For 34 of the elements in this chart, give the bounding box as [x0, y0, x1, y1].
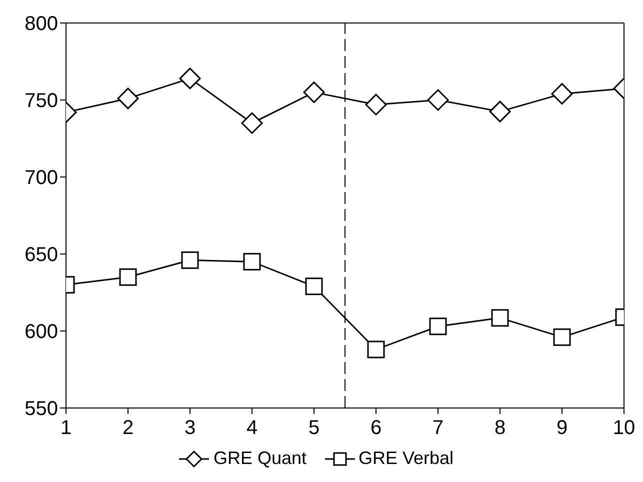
point [303, 82, 325, 104]
point [365, 94, 387, 116]
x-tick-label: 1 [60, 417, 72, 440]
y-tick-label: 800 [24, 13, 58, 36]
legend-label: GRE Verbal [358, 448, 454, 469]
x-tick-label: 10 [612, 417, 636, 440]
point [553, 328, 571, 346]
point [551, 83, 573, 105]
y-tick-label: 650 [24, 244, 58, 266]
x-tick-label: 7 [432, 417, 444, 440]
legend-label: GRE Quant [213, 448, 306, 469]
point [489, 100, 511, 122]
x-tick-label: 5 [308, 417, 320, 440]
point [243, 252, 261, 270]
point [181, 251, 199, 269]
x-tick-label: 4 [246, 417, 258, 440]
x-tick-label: 9 [556, 417, 568, 440]
point [305, 278, 323, 296]
x-tick-label: 8 [494, 417, 506, 440]
point [491, 309, 509, 327]
point [367, 340, 385, 358]
y-tick-label: 550 [24, 398, 58, 420]
point [179, 68, 201, 90]
x-tick-label: 3 [184, 417, 196, 440]
x-tick-label: 2 [122, 417, 134, 440]
point [427, 89, 449, 111]
point [241, 112, 263, 134]
point [117, 88, 139, 110]
y-tick-label: 600 [24, 321, 58, 344]
y-tick-label: 750 [24, 90, 58, 112]
point [119, 268, 137, 286]
point [429, 318, 447, 336]
y-tick-label: 700 [24, 167, 58, 190]
x-tick-label: 6 [370, 417, 382, 440]
